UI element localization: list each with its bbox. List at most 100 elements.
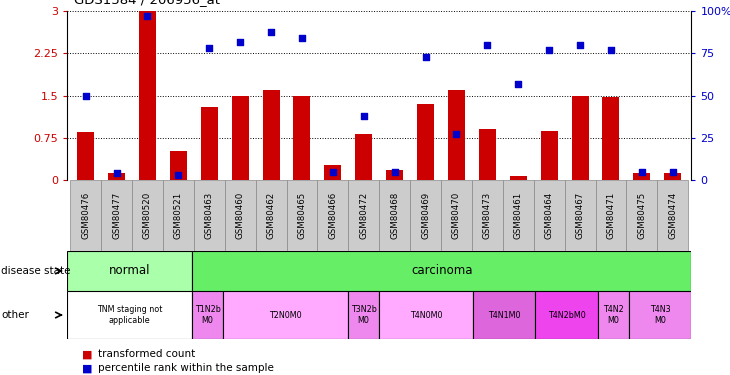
Bar (356, 134, 372, 180)
Text: GSM80466: GSM80466 (328, 192, 337, 239)
Bar (410, 180, 441, 251)
Bar (318, 180, 348, 251)
Text: GSM80475: GSM80475 (637, 192, 646, 239)
Text: GSM80473: GSM80473 (483, 192, 492, 239)
Text: GSM80470: GSM80470 (452, 192, 461, 239)
Text: disease state: disease state (1, 266, 71, 276)
Text: GDS1584 / 206956_at: GDS1584 / 206956_at (74, 0, 220, 6)
Text: T4N2bM0: T4N2bM0 (548, 310, 585, 320)
Text: GSM80471: GSM80471 (607, 192, 615, 239)
Bar (194, 180, 225, 251)
Bar (67, 291, 192, 339)
Bar (170, 151, 187, 180)
Point (482, 42, 493, 48)
Bar (626, 180, 657, 251)
Bar (479, 129, 496, 180)
Bar (231, 96, 249, 180)
Text: T1N2b
M0: T1N2b M0 (195, 305, 220, 325)
Bar (572, 96, 588, 180)
Point (512, 81, 524, 87)
Text: GSM80462: GSM80462 (266, 192, 276, 239)
Bar (657, 180, 688, 251)
Text: GSM80474: GSM80474 (668, 192, 677, 239)
Point (172, 172, 184, 178)
Text: normal: normal (109, 264, 150, 278)
Text: T4N0M0: T4N0M0 (410, 310, 442, 320)
Point (265, 28, 277, 34)
Bar (564, 180, 596, 251)
Point (420, 54, 431, 60)
Point (667, 169, 679, 175)
Bar (201, 107, 218, 180)
Point (575, 42, 586, 48)
Point (111, 170, 123, 176)
Bar (67, 251, 192, 291)
Bar (192, 291, 223, 339)
Bar (163, 180, 194, 251)
Bar (101, 180, 132, 251)
Text: GSM80520: GSM80520 (143, 192, 152, 239)
Text: GSM80464: GSM80464 (545, 192, 553, 239)
Point (296, 35, 308, 41)
Bar (386, 170, 403, 180)
Text: TNM staging not
applicable: TNM staging not applicable (97, 305, 162, 325)
Bar (473, 291, 535, 339)
Text: GSM80468: GSM80468 (390, 192, 399, 239)
Text: T4N2
M0: T4N2 M0 (603, 305, 623, 325)
Point (358, 113, 369, 119)
Point (543, 47, 555, 53)
Bar (263, 90, 280, 180)
Point (389, 169, 401, 175)
Bar (132, 180, 163, 251)
Bar (534, 180, 564, 251)
Point (327, 169, 339, 175)
Text: GSM80476: GSM80476 (81, 192, 91, 239)
Bar (448, 90, 465, 180)
Text: GSM80467: GSM80467 (575, 192, 585, 239)
Bar (664, 172, 681, 180)
Bar (541, 130, 558, 180)
Point (80, 93, 91, 99)
Bar (192, 251, 691, 291)
Bar (380, 180, 410, 251)
Point (636, 169, 648, 175)
Text: GSM80460: GSM80460 (236, 192, 245, 239)
Text: GSM80463: GSM80463 (205, 192, 214, 239)
Text: percentile rank within the sample: percentile rank within the sample (98, 363, 274, 373)
Text: T3N2b
M0: T3N2b M0 (350, 305, 377, 325)
Text: T4N1M0: T4N1M0 (488, 310, 520, 320)
Text: transformed count: transformed count (98, 350, 195, 359)
Bar (223, 291, 348, 339)
Bar (441, 180, 472, 251)
Point (234, 39, 246, 45)
Text: ■: ■ (82, 363, 92, 373)
Bar (510, 176, 527, 180)
Point (450, 132, 462, 138)
Bar (535, 291, 598, 339)
Text: GSM80465: GSM80465 (298, 192, 307, 239)
Bar (598, 291, 629, 339)
Text: other: other (1, 310, 29, 320)
Text: T2N0M0: T2N0M0 (269, 310, 302, 320)
Bar (108, 172, 125, 180)
Bar (348, 180, 380, 251)
Text: T4N3
M0: T4N3 M0 (650, 305, 670, 325)
Bar (287, 180, 318, 251)
Bar (602, 98, 620, 180)
Bar (77, 132, 94, 180)
Bar (255, 180, 287, 251)
Bar (348, 291, 380, 339)
Text: GSM80477: GSM80477 (112, 192, 121, 239)
Bar (503, 180, 534, 251)
Bar (293, 96, 310, 180)
Text: ■: ■ (82, 350, 92, 359)
Text: GSM80461: GSM80461 (514, 192, 523, 239)
Bar (139, 11, 156, 180)
Text: GSM80469: GSM80469 (421, 192, 430, 239)
Bar (596, 180, 626, 251)
Bar (380, 291, 473, 339)
Bar (634, 172, 650, 180)
Text: GSM80521: GSM80521 (174, 192, 183, 239)
Point (204, 45, 215, 51)
Bar (417, 104, 434, 180)
